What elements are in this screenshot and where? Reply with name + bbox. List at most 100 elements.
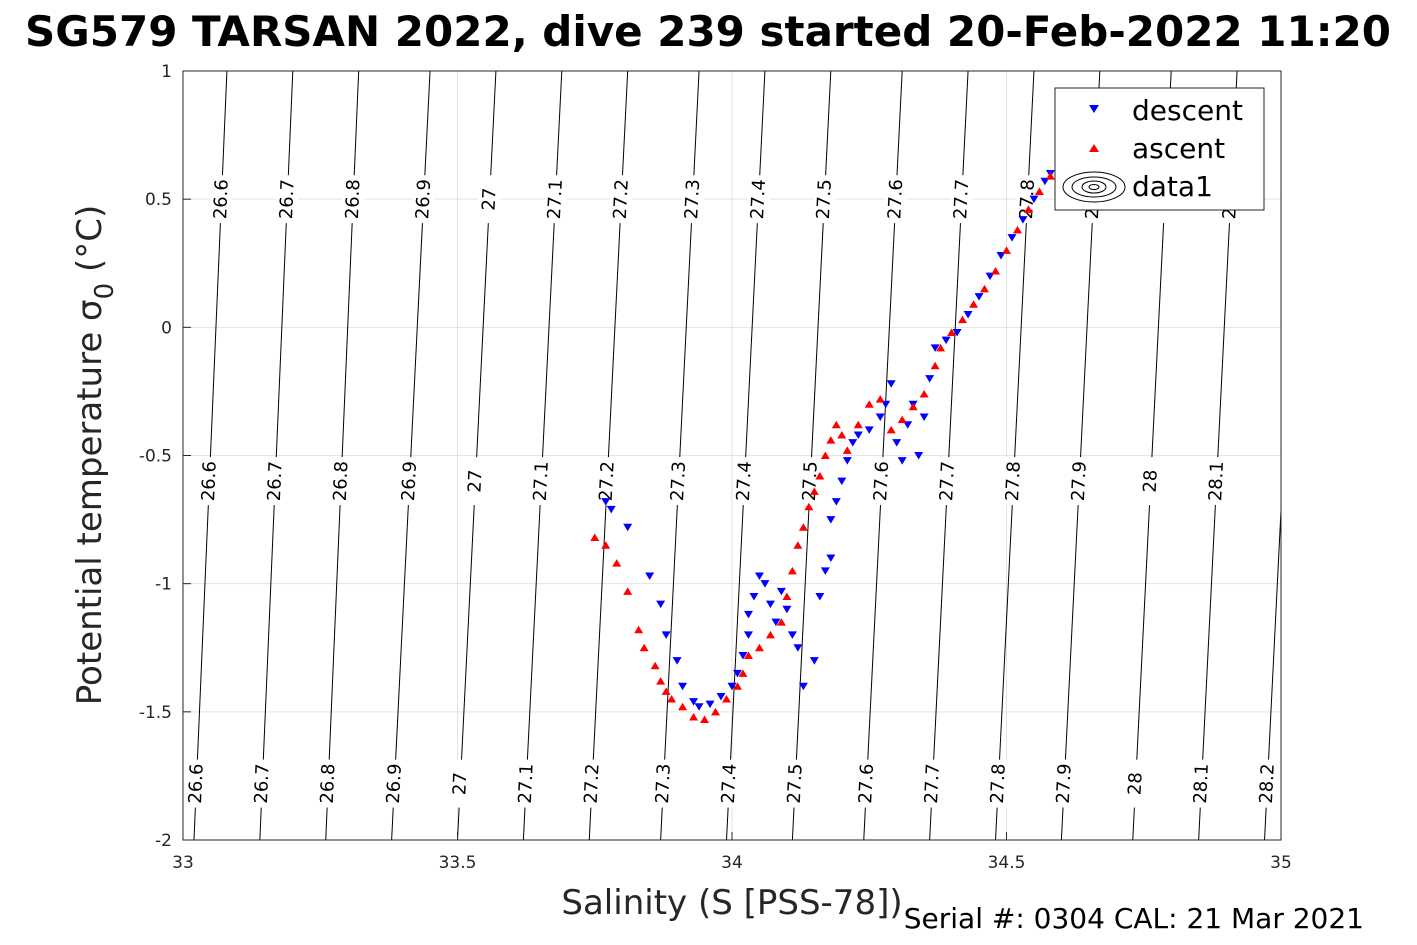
ascent-point	[809, 487, 819, 495]
density-contours: 26.6 26.6 26.6 26.7 26.7 26.7 26.8 26.8 26.8 26.9…	[183, 71, 1281, 840]
ascent-point	[919, 389, 929, 398]
contour-label: 27	[449, 772, 471, 796]
contour-label-bg	[341, 174, 366, 224]
contour-label-bg	[651, 759, 676, 809]
contour-label: 28.2	[1256, 763, 1279, 804]
contour-label: 27.7	[950, 179, 973, 220]
contour-label: 27.3	[681, 179, 704, 220]
descent-point	[903, 421, 913, 429]
descent-point	[815, 592, 825, 601]
descent-point	[689, 698, 699, 706]
ascent-point	[634, 625, 644, 634]
contour-label-bg	[382, 759, 407, 809]
ascent-point	[886, 425, 896, 434]
contour-label: 27.2	[610, 179, 633, 220]
contour-label-bg	[316, 759, 341, 809]
chart-title: SG579 TARSAN 2022, dive 239 started 20-F…	[25, 7, 1391, 56]
contour-label-bg	[329, 456, 354, 506]
descent-point	[661, 631, 671, 639]
contour-label-bg	[1204, 456, 1229, 506]
contour-label-bg	[275, 174, 300, 224]
legend-ascent-label: ascent	[1132, 132, 1225, 165]
contour-label: 26.7	[264, 461, 287, 502]
contour-label: 27.2	[581, 763, 604, 804]
descent-point	[798, 682, 808, 691]
ascent-point	[804, 502, 814, 511]
contour-label-bg	[263, 456, 288, 506]
contour-label: 26.6	[185, 763, 208, 804]
ascent-point	[661, 687, 671, 695]
ascent-point	[700, 715, 710, 724]
contour-label-bg	[666, 456, 691, 506]
y-tick-label: -2	[155, 831, 172, 851]
ascent-point	[667, 695, 677, 703]
contour-label-bg	[609, 174, 634, 224]
contour-label: 26.7	[276, 179, 299, 220]
ascent-point	[738, 669, 748, 677]
contour-label-bg	[595, 456, 620, 506]
y-axis-ticks: -2 -1.5 -1 -0.5 0 0.5 1	[139, 62, 191, 851]
legend-contour-icon	[1062, 171, 1126, 203]
descent-point	[656, 600, 666, 609]
descent-point	[996, 252, 1006, 260]
descent-point	[776, 587, 786, 596]
descent-point	[941, 336, 951, 345]
contour-label-bg	[732, 456, 757, 506]
contour-label: 26.9	[412, 179, 435, 220]
ascent-point	[980, 284, 990, 293]
legend-ascent-marker	[1089, 144, 1099, 152]
contour-label: 26.8	[330, 461, 353, 502]
descent-point	[930, 344, 940, 352]
descent-point	[842, 457, 852, 465]
ascent-point	[908, 402, 918, 411]
ascent-point	[991, 266, 1001, 275]
y-axis-label: Potential temperature σ0 (°C)	[70, 205, 120, 705]
descent-point	[864, 426, 874, 434]
y-tick-label: 1	[161, 62, 172, 82]
descent-point	[743, 631, 753, 639]
legend-descent-label: descent	[1132, 94, 1243, 127]
ascent-point	[798, 523, 808, 531]
ascent-point	[1023, 205, 1033, 213]
x-tick-label: 34.5	[988, 853, 1026, 873]
descent-point	[919, 413, 929, 422]
descent-point	[749, 592, 759, 601]
descent-point	[793, 644, 803, 652]
contour-label: 27.1	[544, 179, 567, 220]
contour-label-bg	[812, 174, 837, 224]
descent-point	[963, 311, 973, 319]
contour-label: 27.6	[870, 461, 893, 502]
descent-point	[881, 400, 891, 409]
descent-point	[694, 703, 704, 711]
descent-point	[787, 631, 797, 639]
ascent-point	[930, 361, 940, 370]
contour-label: 28.1	[1190, 763, 1213, 804]
descent-point	[826, 516, 836, 524]
x-axis-ticks: 33 33.5 34 34.5 35	[172, 832, 1292, 873]
ascent-point	[678, 702, 688, 711]
contour-label: 27.1	[530, 461, 553, 502]
contour-label: 27.9	[1053, 763, 1076, 804]
descent-point	[1007, 234, 1017, 242]
y-axis-label-main: Potential temperature	[70, 321, 110, 705]
contour-label: 27.9	[1068, 461, 1091, 502]
ascent-point	[936, 343, 946, 352]
ascent-point	[732, 682, 742, 690]
ascent-point	[711, 707, 721, 716]
contour-label: 27.4	[718, 763, 741, 804]
contour-label-bg	[529, 456, 554, 506]
contour-label-bg	[746, 174, 771, 224]
ascent-point	[1045, 172, 1055, 180]
contour-label: 27.3	[652, 763, 675, 804]
descent-point	[705, 700, 715, 709]
ascent-point	[875, 395, 885, 403]
descent-point	[914, 452, 924, 460]
ascent-point	[776, 618, 786, 626]
contour-label: 26.9	[398, 461, 421, 502]
descent-point	[760, 580, 770, 588]
y-axis-label-unit: (°C)	[70, 205, 110, 283]
contour-label: 26.6	[210, 179, 233, 220]
descent-point	[732, 669, 742, 678]
descent-point	[645, 572, 655, 580]
